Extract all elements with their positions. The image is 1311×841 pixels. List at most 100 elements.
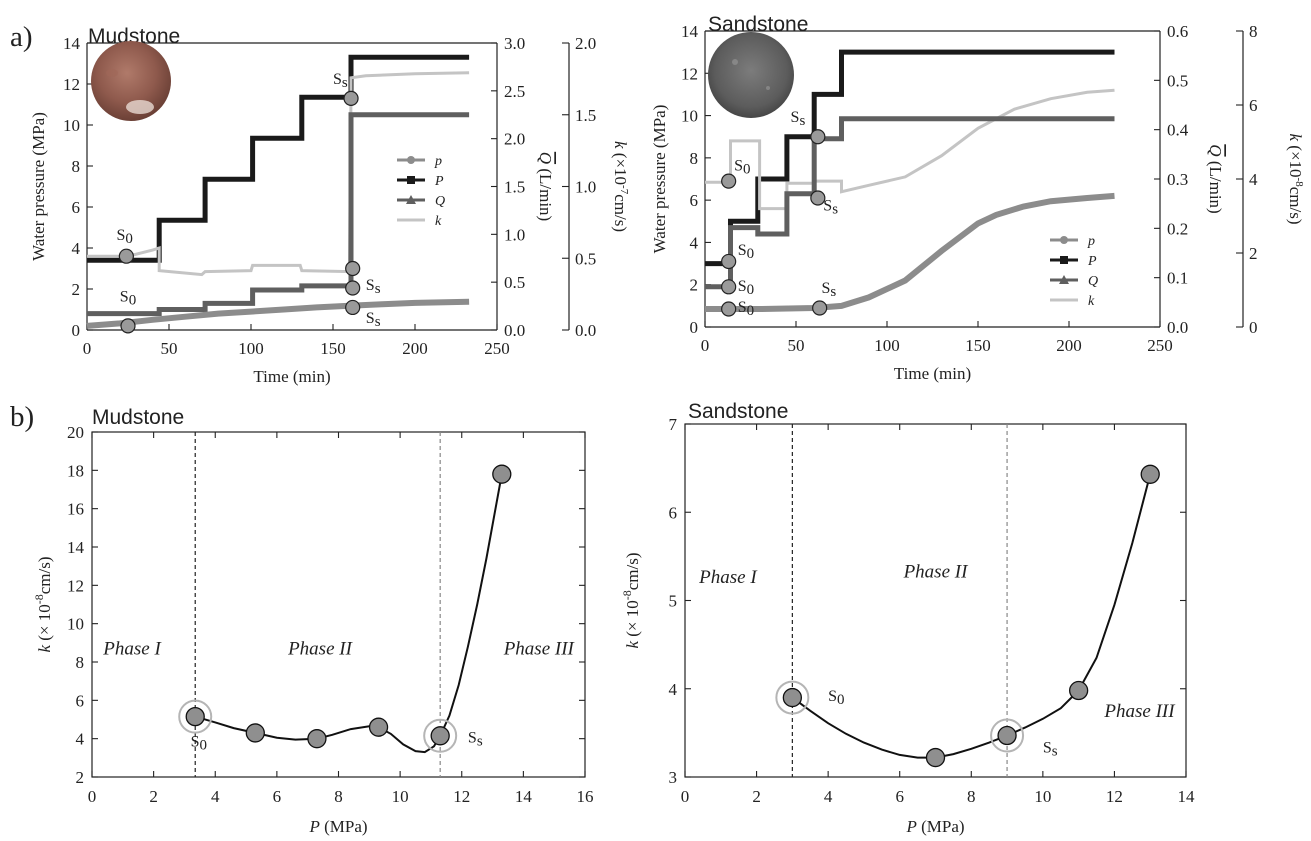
y-right-q-tick-label: 0.3 xyxy=(1167,170,1188,189)
y-tick-label: 4 xyxy=(669,680,678,699)
y-axis-title: k (× 10-8cm/s) xyxy=(32,556,54,652)
x-tick-label: 6 xyxy=(273,787,282,806)
x-tick-label: 10 xyxy=(392,787,409,806)
y-left-tick-label: 2 xyxy=(72,280,81,299)
state-point xyxy=(721,301,737,317)
x-tick-label: 4 xyxy=(211,787,220,806)
y-tick-label: 8 xyxy=(76,653,85,672)
data-point xyxy=(782,687,803,708)
series-line-k xyxy=(87,71,470,277)
y-right-k-axis-title: k (×10-7cm/s) xyxy=(611,141,630,232)
state-ring xyxy=(423,718,458,753)
y-left-axis-title: Water pressure (MPa) xyxy=(650,105,669,254)
y-left-tick-label: 0 xyxy=(72,321,81,340)
state-point xyxy=(721,253,737,270)
state-point xyxy=(345,260,361,277)
x-axis-title: P (MPa) xyxy=(308,817,367,836)
phase-label: Phase II xyxy=(287,638,354,659)
y-right-k-tick-label: 1.0 xyxy=(575,178,596,197)
y-right-q-tick-label: 0.2 xyxy=(1167,219,1188,238)
y-tick-label: 12 xyxy=(67,576,84,595)
y-left-tick-label: 6 xyxy=(690,191,699,210)
fit-curve xyxy=(194,474,503,754)
legend-marker-triangle xyxy=(1059,275,1069,284)
x-tick-label: 0 xyxy=(88,787,97,806)
legend-marker-square xyxy=(1060,256,1068,264)
data-point xyxy=(925,747,946,768)
y-right-q-tick-label: 0.0 xyxy=(1167,318,1188,337)
state-label: S0 xyxy=(191,733,207,753)
state-point xyxy=(721,279,737,295)
x-tick-label: 12 xyxy=(453,787,470,806)
legend-label: P xyxy=(1087,254,1097,269)
y-right-k-tick-label: 0.5 xyxy=(575,249,596,268)
state-label: S0 xyxy=(738,299,754,319)
x-tick-label: 100 xyxy=(238,339,264,358)
y-right-k-tick-label: 0 xyxy=(1249,318,1258,337)
y-right-q-tick-label: 2.5 xyxy=(504,82,525,101)
x-tick-label: 8 xyxy=(967,787,976,806)
y-right-k-axis-title: k (×10-8cm/s) xyxy=(1286,134,1305,225)
state-label: S0 xyxy=(828,688,844,708)
state-label: S0 xyxy=(738,242,754,262)
y-tick-label: 16 xyxy=(67,500,84,519)
y-tick-label: 6 xyxy=(669,503,678,522)
y-left-tick-label: 10 xyxy=(681,107,698,126)
x-tick-label: 4 xyxy=(824,787,833,806)
legend-marker-triangle xyxy=(406,195,416,204)
y-left-tick-label: 8 xyxy=(72,157,81,176)
y-left-tick-label: 12 xyxy=(681,64,698,83)
x-tick-label: 0 xyxy=(701,336,710,355)
y-left-tick-label: 14 xyxy=(681,22,699,41)
series-line-Q xyxy=(87,112,470,317)
y-axis-title: k (× 10-8cm/s) xyxy=(620,552,642,648)
legend-label: p xyxy=(1087,234,1095,249)
state-label: Ss xyxy=(366,310,381,330)
x-axis-title: P (MPa) xyxy=(905,817,964,836)
phase-label: Phase III xyxy=(1103,701,1176,722)
legend-label: P xyxy=(434,174,444,189)
state-point xyxy=(345,280,361,296)
state-label: Ss xyxy=(821,280,836,300)
x-tick-label: 250 xyxy=(1147,336,1173,355)
chart-sandstone-permeability: Sandstone 0 2 4 6 8 10 12 14 3 4 5 6 7 P (MPa) k (× 10-… xyxy=(620,400,1195,836)
state-point xyxy=(812,300,828,316)
x-axis-title: Time (min) xyxy=(253,367,330,386)
y-left-axis-title: Water pressure (MPa) xyxy=(29,112,48,261)
x-tick-label: 200 xyxy=(402,339,428,358)
state-label: Ss xyxy=(366,277,381,297)
y-tick-label: 18 xyxy=(67,461,84,480)
fit-curve xyxy=(791,474,1152,759)
y-left-tick-label: 2 xyxy=(690,276,699,295)
x-tick-label: 2 xyxy=(752,787,761,806)
y-right-q-tick-label: 0.6 xyxy=(1167,22,1188,41)
plot-frame xyxy=(91,431,586,778)
y-right-k-tick-label: 2 xyxy=(1249,244,1258,263)
phase-label: Phase III xyxy=(503,638,576,659)
y-right-q-tick-label: 3.0 xyxy=(504,34,525,53)
y-right-q-tick-label: 0.4 xyxy=(1167,121,1189,140)
plot-frame xyxy=(684,423,1187,778)
y-right-q-tick-label: 2.0 xyxy=(504,130,525,149)
chart-title: Mudstone xyxy=(88,25,180,48)
y-right-k-tick-label: 8 xyxy=(1249,22,1258,41)
data-point xyxy=(997,725,1017,746)
mudstone-specimen-photo xyxy=(91,41,171,121)
y-right-k-tick-label: 0.0 xyxy=(575,321,596,340)
y-tick-label: 20 xyxy=(67,423,84,442)
legend-label: p xyxy=(434,154,442,169)
y-right-q-tick-label: 0.5 xyxy=(504,273,525,292)
y-right-k-tick-label: 6 xyxy=(1249,96,1258,115)
y-right-q-axis-title: Q (L/min) xyxy=(1206,144,1225,213)
state-ring xyxy=(178,699,213,734)
y-tick-label: 4 xyxy=(76,730,85,749)
y-tick-label: 10 xyxy=(67,615,84,634)
data-point xyxy=(185,706,205,727)
y-right-k-tick-label: 4 xyxy=(1249,170,1258,189)
x-tick-label: 10 xyxy=(1034,787,1051,806)
chart-title: Sandstone xyxy=(688,400,788,423)
data-point xyxy=(1068,680,1089,701)
